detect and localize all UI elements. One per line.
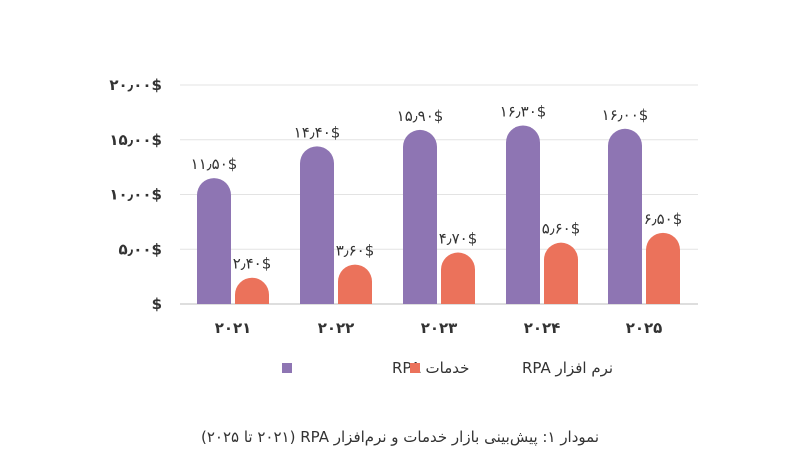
bar	[441, 252, 475, 304]
data-label: ۶٫۵۰$	[644, 210, 683, 228]
chart-caption: نمودار ۱: پیش‌بینی بازار خدمات و نرم‌افز…	[200, 428, 600, 446]
data-labels: ۱۱٫۵۰$ ۱۴٫۴۰$ ۱۵٫۹۰$ ۱۶٫۳۰$ ۱۶٫۰۰$ ۲٫۴۰$ ۳٫۶۰$…	[191, 103, 683, 273]
legend-label: خدمات RPA	[392, 359, 469, 377]
y-tick-label: ۵٫۰۰$	[118, 240, 162, 258]
bar	[506, 125, 540, 305]
data-label: ۱۴٫۴۰$	[294, 123, 341, 141]
data-label: ۱۶٫۳۰$	[500, 103, 547, 121]
bar	[608, 128, 642, 304]
y-tick-label: $	[152, 295, 162, 313]
x-tick-label: ۲۰۲۱	[215, 319, 252, 337]
bar	[300, 146, 334, 304]
data-label: ۱۵٫۹۰$	[397, 107, 444, 125]
data-label: ۵٫۶۰$	[542, 220, 581, 238]
y-axis-ticks: $۵٫۰۰$ ۱۰٫۰۰$ ۱۵٫۰۰$ ۲۰٫۰۰$	[109, 76, 162, 313]
legend-swatch	[282, 363, 292, 373]
y-tick-label: ۲۰٫۰۰$	[109, 76, 162, 94]
x-tick-label: ۲۰۲۳	[421, 319, 458, 337]
bar	[338, 264, 372, 304]
bar	[197, 178, 231, 304]
data-label: ۲٫۴۰$	[233, 255, 272, 273]
legend-swatch	[410, 363, 420, 373]
legend-label: نرم افزار RPA	[522, 359, 613, 377]
bar	[235, 277, 269, 304]
bar	[403, 129, 437, 304]
x-axis-ticks: ۲۰۲۱ ۲۰۲۲ ۲۰۲۳ ۲۰۲۴ ۲۰۲۵	[215, 319, 663, 337]
data-label: ۱۶٫۰۰$	[602, 106, 649, 124]
data-label: ۴٫۷۰$	[439, 230, 478, 248]
bars	[197, 125, 680, 305]
y-tick-label: ۱۰٫۰۰$	[109, 186, 162, 204]
y-tick-label: ۱۵٫۰۰$	[109, 131, 162, 149]
x-tick-label: ۲۰۲۵	[626, 319, 663, 337]
data-label: ۳٫۶۰$	[336, 242, 375, 260]
bar	[544, 242, 578, 304]
data-label: ۱۱٫۵۰$	[191, 155, 238, 173]
bar	[646, 232, 680, 304]
x-tick-label: ۲۰۲۲	[318, 319, 355, 337]
legend: خدمات RPA نرم افزار RPA	[282, 359, 613, 377]
x-tick-label: ۲۰۲۴	[524, 319, 561, 337]
